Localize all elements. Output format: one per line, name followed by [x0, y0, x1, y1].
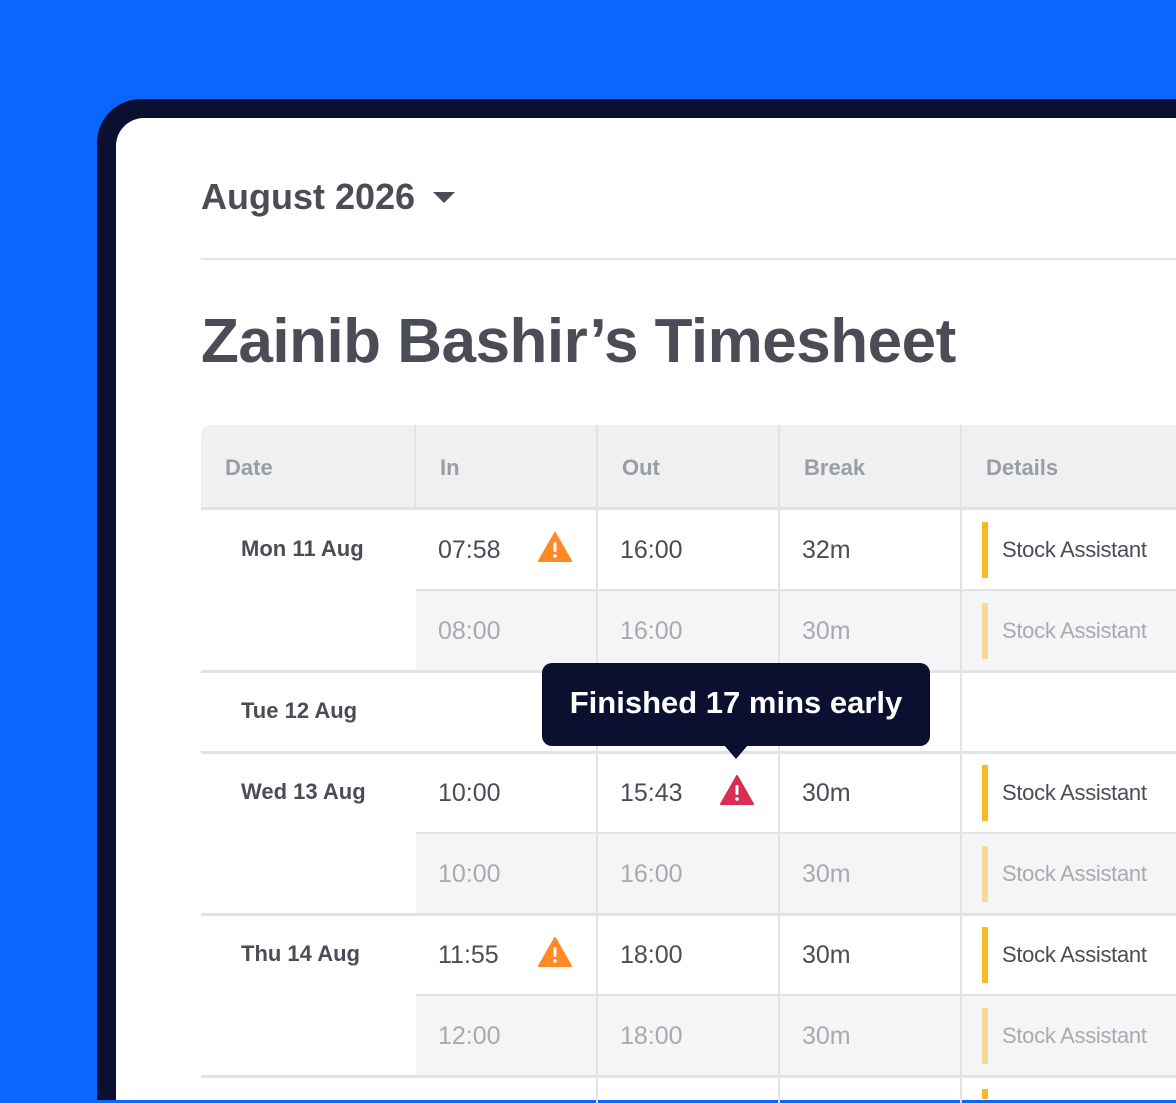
actual-break-cell[interactable]: 30m [780, 753, 962, 834]
out-value: 16:00 [620, 860, 683, 888]
planned-break-cell[interactable]: 30m [780, 996, 962, 1077]
in-value: 10:00 [438, 860, 501, 888]
header-break: Break [780, 425, 962, 510]
planned-details-cell[interactable]: Stock Assistant [962, 834, 1176, 915]
warning-icon[interactable] [538, 532, 572, 562]
role-color-bar [982, 603, 988, 659]
actual-in-cell[interactable]: 10:00 [416, 753, 598, 834]
role-label: Stock Assistant [1002, 537, 1147, 562]
empty-cell [962, 672, 1176, 753]
divider [201, 258, 1176, 260]
actual-out-cell[interactable]: 15:43 [598, 753, 780, 834]
break-value: 30m [802, 779, 851, 807]
planned-in-cell[interactable]: 10:00 [416, 834, 598, 915]
actual-out-cell[interactable]: 16:00 [598, 510, 780, 591]
role-label: Stock Assistant [1002, 942, 1147, 967]
warning-icon[interactable] [538, 937, 572, 967]
in-value: 08:00 [438, 617, 501, 645]
caret-down-icon [433, 191, 456, 203]
planned-in-cell[interactable]: 12:00 [416, 996, 598, 1077]
out-value: 18:00 [620, 1022, 683, 1050]
role-color-bar [982, 522, 988, 578]
planned-out-cell[interactable]: 16:00 [598, 591, 780, 672]
actual-out-cell[interactable]: 18:00 [598, 915, 780, 996]
role-label: Stock Assistant [1002, 1023, 1147, 1048]
role-label: Stock Assistant [1002, 861, 1147, 886]
row-separator [201, 913, 1176, 916]
out-value: 16:00 [620, 617, 683, 645]
role-color-bar [982, 927, 988, 983]
break-value: 30m [802, 1022, 851, 1050]
month-label: August 2026 [201, 176, 416, 217]
date-label: Wed 13 Aug [241, 779, 366, 804]
out-value: 18:00 [620, 941, 683, 969]
header-details: Details [962, 425, 1176, 510]
date-label: Mon 11 Aug [241, 536, 364, 561]
in-value: 12:00 [438, 1022, 501, 1050]
role-label: Stock Assistant [1002, 618, 1147, 643]
actual-details-cell[interactable]: Stock Assistant [962, 915, 1176, 996]
timesheet-panel: August 2026 Zainib Bashir’s Timesheet Da… [116, 118, 1176, 1103]
in-value: 11:55 [438, 941, 499, 969]
in-value: 07:58 [438, 536, 501, 564]
header-in: In [416, 425, 598, 510]
actual-details-cell[interactable]: Stock Assistant [962, 510, 1176, 591]
break-value: 30m [802, 941, 851, 969]
next-row-cell [598, 1077, 780, 1103]
planned-details-cell[interactable]: Stock Assistant [962, 996, 1176, 1077]
planned-in-cell[interactable]: 08:00 [416, 591, 598, 672]
role-label: Stock Assistant [1002, 780, 1147, 805]
role-color-bar [982, 1008, 988, 1064]
role-color-bar [982, 1089, 988, 1099]
actual-in-cell[interactable]: 11:55 [416, 915, 598, 996]
next-row-cell [962, 1077, 1176, 1103]
actual-details-cell[interactable]: Stock Assistant [962, 753, 1176, 834]
tooltip: Finished 17 mins early [542, 663, 930, 759]
break-value: 32m [802, 536, 851, 564]
header-out: Out [598, 425, 780, 510]
planned-out-cell[interactable]: 18:00 [598, 996, 780, 1077]
role-color-bar [982, 765, 988, 821]
month-selector[interactable]: August 2026 [201, 176, 456, 218]
in-value: 10:00 [438, 779, 501, 807]
warning-icon[interactable] [720, 775, 754, 805]
header-date: Date [201, 425, 416, 510]
break-value: 30m [802, 617, 851, 645]
row-separator [201, 1075, 1176, 1078]
planned-break-cell[interactable]: 30m [780, 591, 962, 672]
planned-out-cell[interactable]: 16:00 [598, 834, 780, 915]
break-value: 30m [802, 860, 851, 888]
date-label: Tue 12 Aug [241, 698, 358, 723]
planned-break-cell[interactable]: 30m [780, 834, 962, 915]
actual-break-cell[interactable]: 30m [780, 915, 962, 996]
actual-break-cell[interactable]: 32m [780, 510, 962, 591]
date-label: Thu 14 Aug [241, 941, 360, 966]
next-row-cell [416, 1077, 598, 1103]
planned-details-cell[interactable]: Stock Assistant [962, 591, 1176, 672]
role-color-bar [982, 846, 988, 902]
next-row-cell [780, 1077, 962, 1103]
out-value: 16:00 [620, 536, 683, 564]
actual-in-cell[interactable]: 07:58 [416, 510, 598, 591]
row-separator [201, 751, 1176, 754]
page-title: Zainib Bashir’s Timesheet [201, 307, 956, 376]
out-value: 15:43 [620, 779, 683, 807]
